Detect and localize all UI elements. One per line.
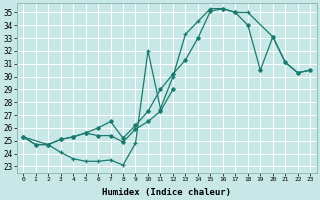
X-axis label: Humidex (Indice chaleur): Humidex (Indice chaleur) xyxy=(102,188,231,197)
